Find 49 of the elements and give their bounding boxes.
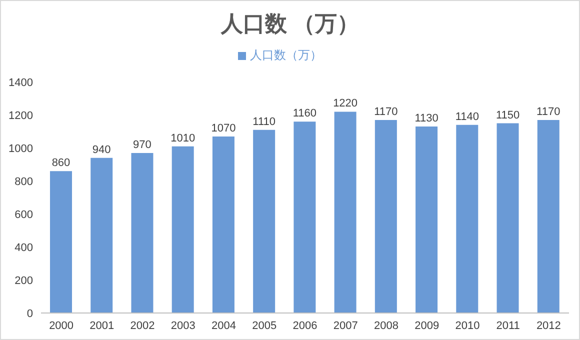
bar	[212, 136, 234, 313]
x-tick-label: 2012	[536, 320, 561, 332]
data-label: 860	[52, 157, 70, 170]
data-label: 1170	[374, 106, 398, 118]
data-label: 1140	[455, 110, 479, 123]
x-tick-label: 2000	[49, 320, 74, 332]
data-label: 940	[92, 144, 111, 156]
bar	[172, 146, 194, 313]
data-label: 1070	[211, 122, 236, 134]
x-tick-label: 2011	[496, 320, 520, 332]
x-tick-label: 2005	[252, 320, 277, 332]
bar	[537, 120, 560, 313]
data-label: 1170	[536, 106, 560, 118]
data-label: 1150	[496, 109, 520, 122]
data-label: 1010	[170, 132, 196, 144]
data-label: 1110	[252, 116, 276, 128]
y-tick-label: 600	[14, 208, 33, 221]
y-tick-label: 800	[14, 176, 33, 188]
x-tick-label: 2007	[333, 320, 358, 332]
legend-label: 人口数（万）	[250, 48, 322, 62]
x-tick-label: 2006	[292, 320, 318, 332]
x-tick-label: 2010	[455, 320, 480, 332]
y-tick-label: 1400	[8, 76, 33, 89]
bar	[496, 123, 519, 313]
y-tick-label: 200	[14, 274, 33, 287]
bar	[294, 122, 316, 313]
data-label: 970	[133, 138, 152, 151]
x-tick-label: 2002	[130, 320, 155, 332]
bar	[374, 120, 397, 313]
data-label: 1220	[333, 98, 358, 110]
bar	[90, 158, 113, 313]
x-tick-label: 2008	[374, 320, 398, 332]
y-tick-label: 1000	[8, 142, 33, 155]
x-tick-label: 2001	[90, 320, 114, 332]
y-tick-label: 1200	[8, 110, 33, 122]
bar	[416, 126, 438, 313]
y-tick-label: 0	[26, 308, 33, 320]
bar	[456, 124, 478, 313]
chart-title: 人口数 （万）	[220, 10, 360, 38]
bar	[334, 112, 356, 313]
x-tick-label: 2009	[414, 320, 440, 332]
bar	[253, 130, 276, 313]
y-tick-label: 400	[14, 242, 33, 254]
data-label: 1130	[414, 112, 438, 125]
bar	[50, 171, 72, 313]
bar	[131, 152, 154, 313]
x-tick-label: 2004	[212, 320, 236, 332]
data-label: 1160	[292, 108, 317, 120]
x-tick-label: 2003	[170, 320, 196, 332]
